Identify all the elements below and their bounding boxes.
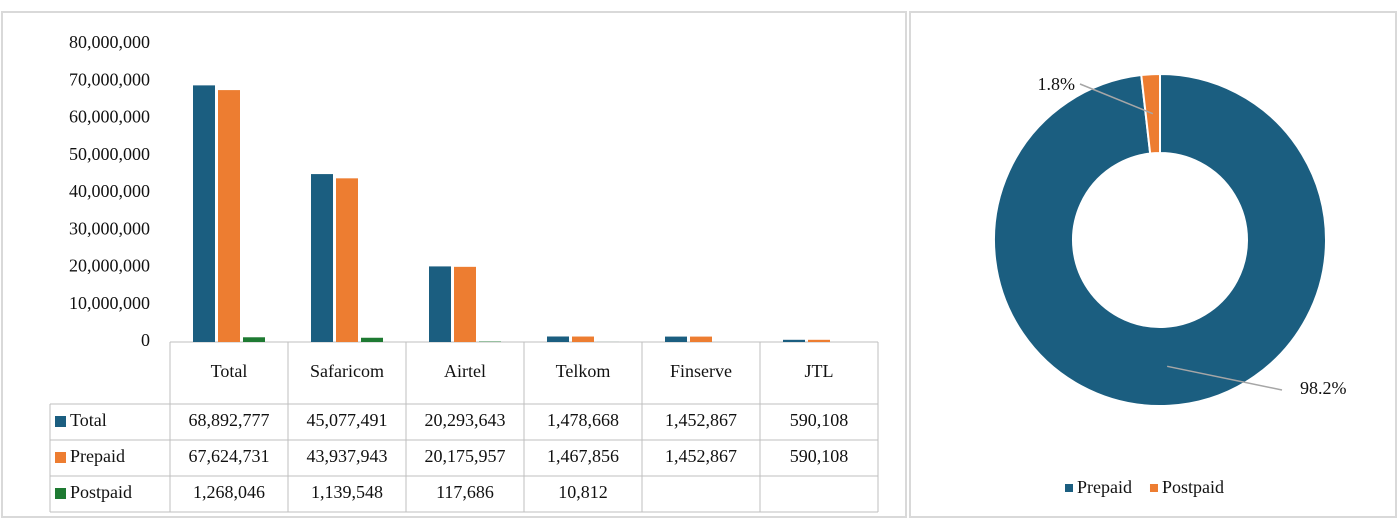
table-value: 1,268,046 (193, 482, 265, 502)
y-tick-label: 0 (141, 330, 150, 350)
table-value: 1,478,668 (547, 410, 619, 430)
table-value: 1,467,856 (547, 446, 619, 466)
table-value: 590,108 (790, 446, 849, 466)
bar (336, 178, 358, 342)
bar (429, 266, 451, 342)
table-value: 590,108 (790, 410, 849, 430)
category-label: Telkom (556, 361, 611, 381)
bar (311, 174, 333, 342)
legend-label: Total (70, 410, 107, 430)
table-value: 1,139,548 (311, 482, 383, 502)
legend-label: Prepaid (70, 446, 125, 466)
bar (361, 338, 383, 342)
legend-swatch (1065, 484, 1073, 492)
table-value: 67,624,731 (189, 446, 270, 466)
table-value: 68,892,777 (189, 410, 270, 430)
legend-label: Postpaid (1162, 477, 1224, 497)
legend-swatch (1150, 484, 1158, 492)
table-value: 1,452,867 (665, 446, 737, 466)
legend-swatch (55, 452, 66, 463)
table-value: 10,812 (558, 482, 608, 502)
table-value: 1,452,867 (665, 410, 737, 430)
y-tick-label: 70,000,000 (69, 69, 150, 89)
bar (218, 90, 240, 342)
table-value: 43,937,943 (307, 446, 388, 466)
legend-label: Postpaid (70, 482, 132, 502)
category-label: Total (211, 361, 248, 381)
table-value: 20,293,643 (425, 410, 506, 430)
bar (243, 337, 265, 342)
category-label: Finserve (670, 361, 732, 381)
bar (690, 337, 712, 342)
legend-swatch (55, 416, 66, 427)
bar (572, 337, 594, 342)
legend-swatch (55, 488, 66, 499)
y-tick-label: 10,000,000 (69, 293, 150, 313)
bar (665, 337, 687, 342)
table-value: 117,686 (436, 482, 494, 502)
category-label: Airtel (444, 361, 486, 381)
y-tick-label: 60,000,000 (69, 107, 150, 127)
bar (783, 340, 805, 342)
y-tick-label: 50,000,000 (69, 144, 150, 164)
legend-label: Prepaid (1077, 477, 1132, 497)
bar (193, 85, 215, 342)
table-value: 20,175,957 (425, 446, 506, 466)
y-tick-label: 80,000,000 (69, 32, 150, 52)
table-value: 45,077,491 (307, 410, 388, 430)
y-tick-label: 30,000,000 (69, 218, 150, 238)
bar (547, 336, 569, 342)
bar (454, 267, 476, 342)
bar (808, 340, 830, 342)
data-label: 1.8% (1038, 74, 1076, 94)
category-label: JTL (805, 361, 834, 381)
data-label: 98.2% (1300, 378, 1347, 398)
y-tick-label: 20,000,000 (69, 256, 150, 276)
category-label: Safaricom (310, 361, 384, 381)
y-tick-label: 40,000,000 (69, 181, 150, 201)
